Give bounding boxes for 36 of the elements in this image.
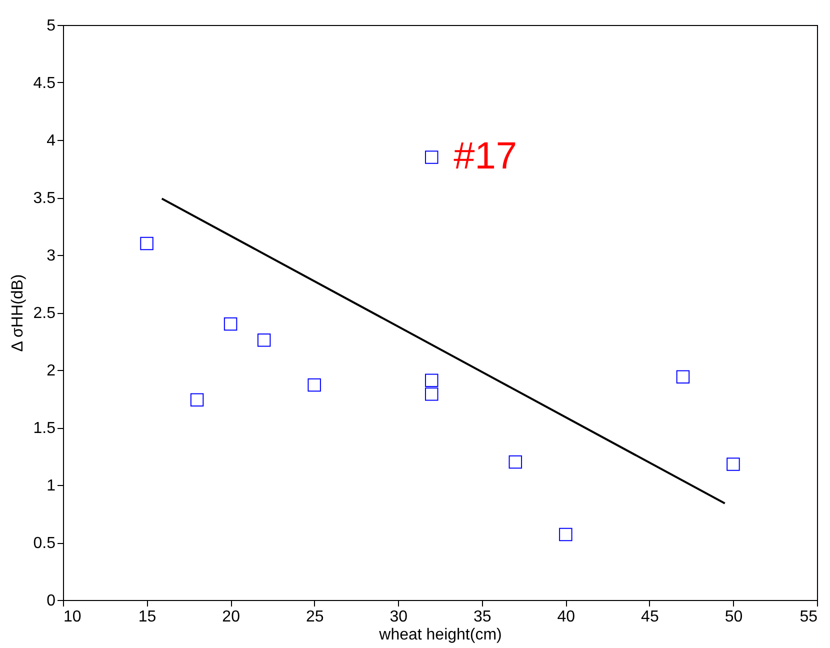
point xyxy=(257,333,271,347)
y-tick-label: 1 xyxy=(46,478,56,494)
y-tick-label: 5 xyxy=(46,18,56,34)
point xyxy=(425,374,438,387)
point xyxy=(425,150,438,164)
point xyxy=(726,458,740,471)
point xyxy=(425,388,438,401)
x-tick-label: 45 xyxy=(641,608,659,626)
y-tick-label: 3 xyxy=(46,248,56,264)
x-tick-label: 15 xyxy=(138,608,156,626)
point xyxy=(508,455,522,469)
point xyxy=(559,528,572,542)
x-tick-label: 40 xyxy=(557,608,576,626)
point xyxy=(676,370,690,384)
y-tick-label: 3.5 xyxy=(33,190,56,207)
y-tick-label: 2 xyxy=(46,362,56,380)
x-tick-label: 10 xyxy=(64,608,82,626)
point xyxy=(224,317,238,331)
y-tick-label: 4.5 xyxy=(33,75,56,92)
x-tick-label: 20 xyxy=(222,608,240,626)
y-tick-label: 1.5 xyxy=(33,420,56,437)
x-tick-label: 55 xyxy=(800,608,818,626)
y-tick-label: 2.5 xyxy=(33,305,56,322)
point xyxy=(190,393,204,407)
annotation: #17 xyxy=(454,135,518,178)
y-tick-label: 4 xyxy=(46,132,56,150)
x-axis-title: wheat height(cm) xyxy=(378,626,502,644)
x-tick-label: 25 xyxy=(306,608,324,626)
x-tick-label: 50 xyxy=(724,608,743,626)
point xyxy=(140,236,154,250)
y-axis-title: Δ σHH(dB) xyxy=(9,274,26,352)
x-tick-label: 35 xyxy=(473,608,492,626)
x-tick-label: 30 xyxy=(390,608,408,626)
y-tick-label: 0.5 xyxy=(33,535,56,552)
point xyxy=(308,378,321,392)
y-tick-label: 0 xyxy=(46,592,56,610)
